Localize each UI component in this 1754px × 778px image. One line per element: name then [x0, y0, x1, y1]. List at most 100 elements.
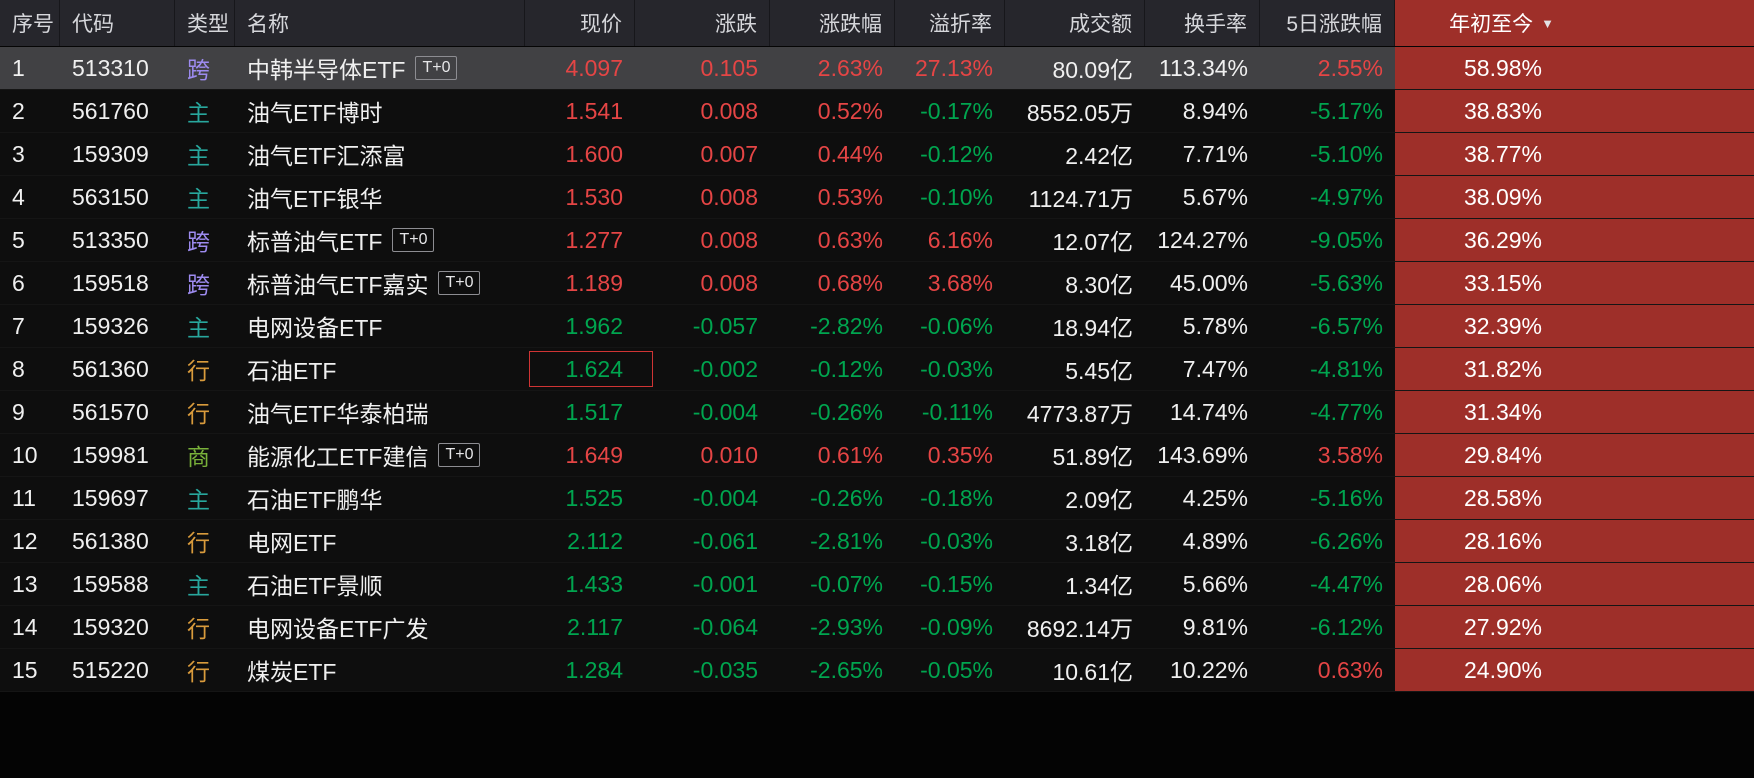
cell-index: 3	[12, 140, 25, 167]
cell-ytd: 28.58%	[1395, 477, 1754, 519]
cell-premium-rate: -0.03%	[920, 355, 993, 382]
t0-badge: T+0	[415, 56, 458, 80]
column-header-index[interactable]: 序号	[0, 0, 60, 46]
cell-change: 0.008	[700, 226, 758, 253]
cell-price: 1.962	[565, 312, 623, 339]
cell-index: 8	[12, 355, 25, 382]
etf-name: 石油ETF	[247, 358, 337, 384]
cell-name: 能源化工ETF建信 T+0	[235, 434, 525, 476]
cell-turnover: 2.09亿	[1065, 487, 1133, 513]
cell-turnover-rate: 5.67%	[1182, 183, 1248, 210]
cell-premium-rate: -0.10%	[920, 183, 993, 210]
cell-price: 1.277	[565, 226, 623, 253]
column-header-label: 成交额	[1069, 13, 1132, 36]
cell-change-5d: 2.55%	[1317, 54, 1383, 81]
etf-row-159326[interactable]: 7 159326 主 电网设备ETF 1.962 -0.057 -2.82% -0.06% 18…	[0, 305, 1754, 348]
cell-price: 1.525	[565, 484, 623, 511]
etf-row-159981[interactable]: 10 159981 商 能源化工ETF建信 T+0 1.649 0.010 0.61% 0.35…	[0, 434, 1754, 477]
cell-turnover: 4773.87万	[1026, 401, 1133, 427]
cell-ytd: 32.39%	[1395, 305, 1754, 347]
etf-row-159320[interactable]: 14 159320 行 电网设备ETF广发 2.117 -0.064 -2.93% -0.09…	[0, 606, 1754, 649]
cell-turnover: 51.89亿	[1052, 444, 1133, 470]
cell-type-tag: 跨	[187, 57, 210, 83]
cell-ytd: 31.34%	[1395, 391, 1754, 433]
cell-turnover: 5.45亿	[1065, 358, 1133, 384]
cell-name: 中韩半导体ETF T+0	[235, 47, 525, 89]
cell-change-pct: -0.26%	[810, 484, 883, 511]
cell-change: -0.057	[692, 312, 758, 339]
etf-row-159697[interactable]: 11 159697 主 石油ETF鹏华 1.525 -0.004 -0.26% -0.18% 2…	[0, 477, 1754, 520]
cell-index: 1	[12, 54, 25, 81]
etf-row-159518[interactable]: 6 159518 跨 标普油气ETF嘉实 T+0 1.189 0.008 0.68% 3.68%…	[0, 262, 1754, 305]
cell-ytd: 58.98%	[1395, 47, 1754, 89]
cell-change-pct: -0.07%	[810, 570, 883, 597]
cell-change: 0.105	[700, 54, 758, 81]
cell-turnover: 1.34亿	[1065, 573, 1133, 599]
cell-premium-rate: -0.11%	[921, 398, 993, 425]
cell-turnover: 18.94亿	[1052, 315, 1133, 341]
column-header-turnover_rate[interactable]: 换手率	[1145, 0, 1260, 46]
table-body: 1 513310 跨中韩半导体ETF T+0 4.097 0.105 2.63% 27.13%…	[0, 47, 1754, 692]
cell-change-pct: 0.68%	[817, 269, 883, 296]
cell-name: 煤炭ETF	[235, 649, 525, 691]
etf-name: 电网设备ETF	[247, 315, 383, 341]
cell-type-tag: 主	[187, 573, 210, 599]
cell-code: 159697	[72, 484, 149, 511]
cell-type-tag: 主	[187, 315, 210, 341]
column-header-ytd[interactable]: 年初至今 ▼	[1395, 0, 1754, 46]
cell-change: -0.061	[692, 527, 758, 554]
cell-premium-rate: 3.68%	[927, 269, 993, 296]
column-header-name[interactable]: 名称	[235, 0, 525, 46]
cell-change-pct: 0.61%	[817, 441, 883, 468]
cell-name: 油气ETF汇添富	[235, 133, 525, 175]
column-header-change_5d[interactable]: 5日涨跌幅	[1260, 0, 1395, 46]
etf-row-561760[interactable]: 2 561760 主 油气ETF博时 1.541 0.008 0.52% -0.17% 8552…	[0, 90, 1754, 133]
column-header-change_pct[interactable]: 涨跌幅	[770, 0, 895, 46]
etf-row-561570[interactable]: 9 561570 行 油气ETF华泰柏瑞 1.517 -0.004 -0.26% -0.11%…	[0, 391, 1754, 434]
etf-row-561360[interactable]: 8 561360 行 石油ETF 1.624 -0.002 -0.12% -0.03% 5.45…	[0, 348, 1754, 391]
etf-row-561380[interactable]: 12 561380 行 电网ETF 2.112 -0.061 -2.81% -0.03% 3.1…	[0, 520, 1754, 563]
cell-turnover-rate: 5.78%	[1182, 312, 1248, 339]
cell-name: 石油ETF鹏华	[235, 477, 525, 519]
etf-name: 电网ETF	[247, 530, 337, 556]
cell-turnover-rate: 143.69%	[1157, 441, 1248, 468]
etf-name: 能源化工ETF建信	[247, 444, 429, 470]
cell-index: 4	[12, 183, 25, 210]
etf-name: 石油ETF景顺	[247, 573, 383, 599]
column-header-price[interactable]: 现价	[525, 0, 635, 46]
column-header-turnover[interactable]: 成交额	[1005, 0, 1145, 46]
cell-name: 油气ETF华泰柏瑞	[235, 391, 525, 433]
cell-index: 7	[12, 312, 25, 339]
cell-premium-rate: 0.35%	[927, 441, 993, 468]
etf-row-159309[interactable]: 3 159309 主 油气ETF汇添富 1.600 0.007 0.44% -0.12% 2.4…	[0, 133, 1754, 176]
cell-turnover-rate: 45.00%	[1169, 269, 1248, 296]
cell-code: 159518	[72, 269, 149, 296]
t0-badge: T+0	[438, 271, 481, 295]
cell-premium-rate: -0.05%	[920, 656, 993, 683]
etf-row-159588[interactable]: 13 159588 主 石油ETF景顺 1.433 -0.001 -0.07% -0.15% 1…	[0, 563, 1754, 606]
empty-area	[0, 692, 1754, 778]
column-header-change[interactable]: 涨跌	[635, 0, 770, 46]
cell-type-tag: 行	[187, 530, 210, 556]
cell-change-5d: -5.17%	[1310, 97, 1383, 124]
column-header-type[interactable]: 类型	[175, 0, 235, 46]
cell-price: 1.433	[565, 570, 623, 597]
cell-change-pct: 0.44%	[817, 140, 883, 167]
cell-type-tag: 主	[187, 487, 210, 513]
cell-name: 标普油气ETF T+0	[235, 219, 525, 261]
cell-price: 1.517	[565, 398, 623, 425]
cell-change-5d: -6.12%	[1310, 613, 1383, 640]
column-header-premium[interactable]: 溢折率	[895, 0, 1005, 46]
etf-row-515220[interactable]: 15 515220 行 煤炭ETF 1.284 -0.035 -2.65% -0.05% 10.…	[0, 649, 1754, 692]
cell-change-pct: -2.65%	[810, 656, 883, 683]
etf-row-563150[interactable]: 4 563150 主 油气ETF银华 1.530 0.008 0.53% -0.10% 1124…	[0, 176, 1754, 219]
etf-row-513310[interactable]: 1 513310 跨 中韩半导体ETF T+0 4.097 0.105 2.63% 27.13%…	[0, 47, 1754, 90]
cell-price: 1.541	[565, 97, 623, 124]
etf-row-513350[interactable]: 5 513350 跨 标普油气ETF T+0 1.277 0.008 0.63% 6.16% 12…	[0, 219, 1754, 262]
price-flash-box	[529, 351, 653, 387]
cell-name: 电网设备ETF	[235, 305, 525, 347]
column-header-code[interactable]: 代码	[60, 0, 175, 46]
column-header-label: 现价	[580, 13, 622, 36]
etf-name: 标普油气ETF嘉实	[247, 272, 429, 298]
sort-desc-icon: ▼	[1541, 15, 1554, 31]
